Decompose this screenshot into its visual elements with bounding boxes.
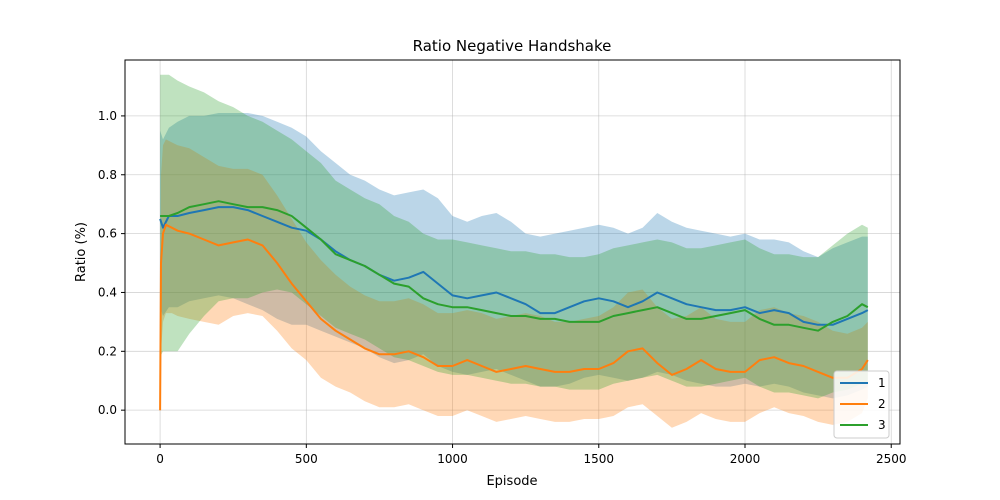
legend-label-3: 3 [878,418,886,432]
y-tick-label: 1.0 [98,109,117,123]
y-tick-label: 0.6 [98,227,117,241]
x-tick-label: 1000 [437,452,468,466]
band-series-2 [160,139,868,428]
grid [125,60,900,444]
line-series-1 [159,206,869,326]
y-tick-label: 0.2 [98,344,117,358]
x-tick-label: 0 [156,452,164,466]
x-tick-label: 2000 [730,452,761,466]
plot-frame [124,59,901,445]
series-lines [159,200,869,411]
x-tick-label: 1500 [584,452,615,466]
legend-label-1: 1 [878,376,886,390]
confidence-bands [160,74,868,428]
y-tick-label: 0.4 [98,285,117,299]
x-axis: 0 500 1000 1500 2000 2500 [156,444,906,466]
y-tick-label: 0.0 [98,403,117,417]
chart-title: Ratio Negative Handshake [413,37,612,55]
x-axis-label: Episode [486,474,537,489]
band-series-1 [160,113,868,399]
line-series-2 [159,223,869,411]
y-tick-label: 0.8 [98,168,117,182]
legend-label-2: 2 [878,397,886,411]
x-tick-label: 2500 [876,452,907,466]
x-tick-label: 500 [295,452,318,466]
line-series-3 [160,200,869,332]
y-axis-label: Ratio (%) [74,222,89,282]
band-series-3 [160,74,868,399]
y-axis: 0.0 0.2 0.4 0.6 0.8 1.0 [98,109,125,417]
legend: 1 2 3 [833,370,890,439]
